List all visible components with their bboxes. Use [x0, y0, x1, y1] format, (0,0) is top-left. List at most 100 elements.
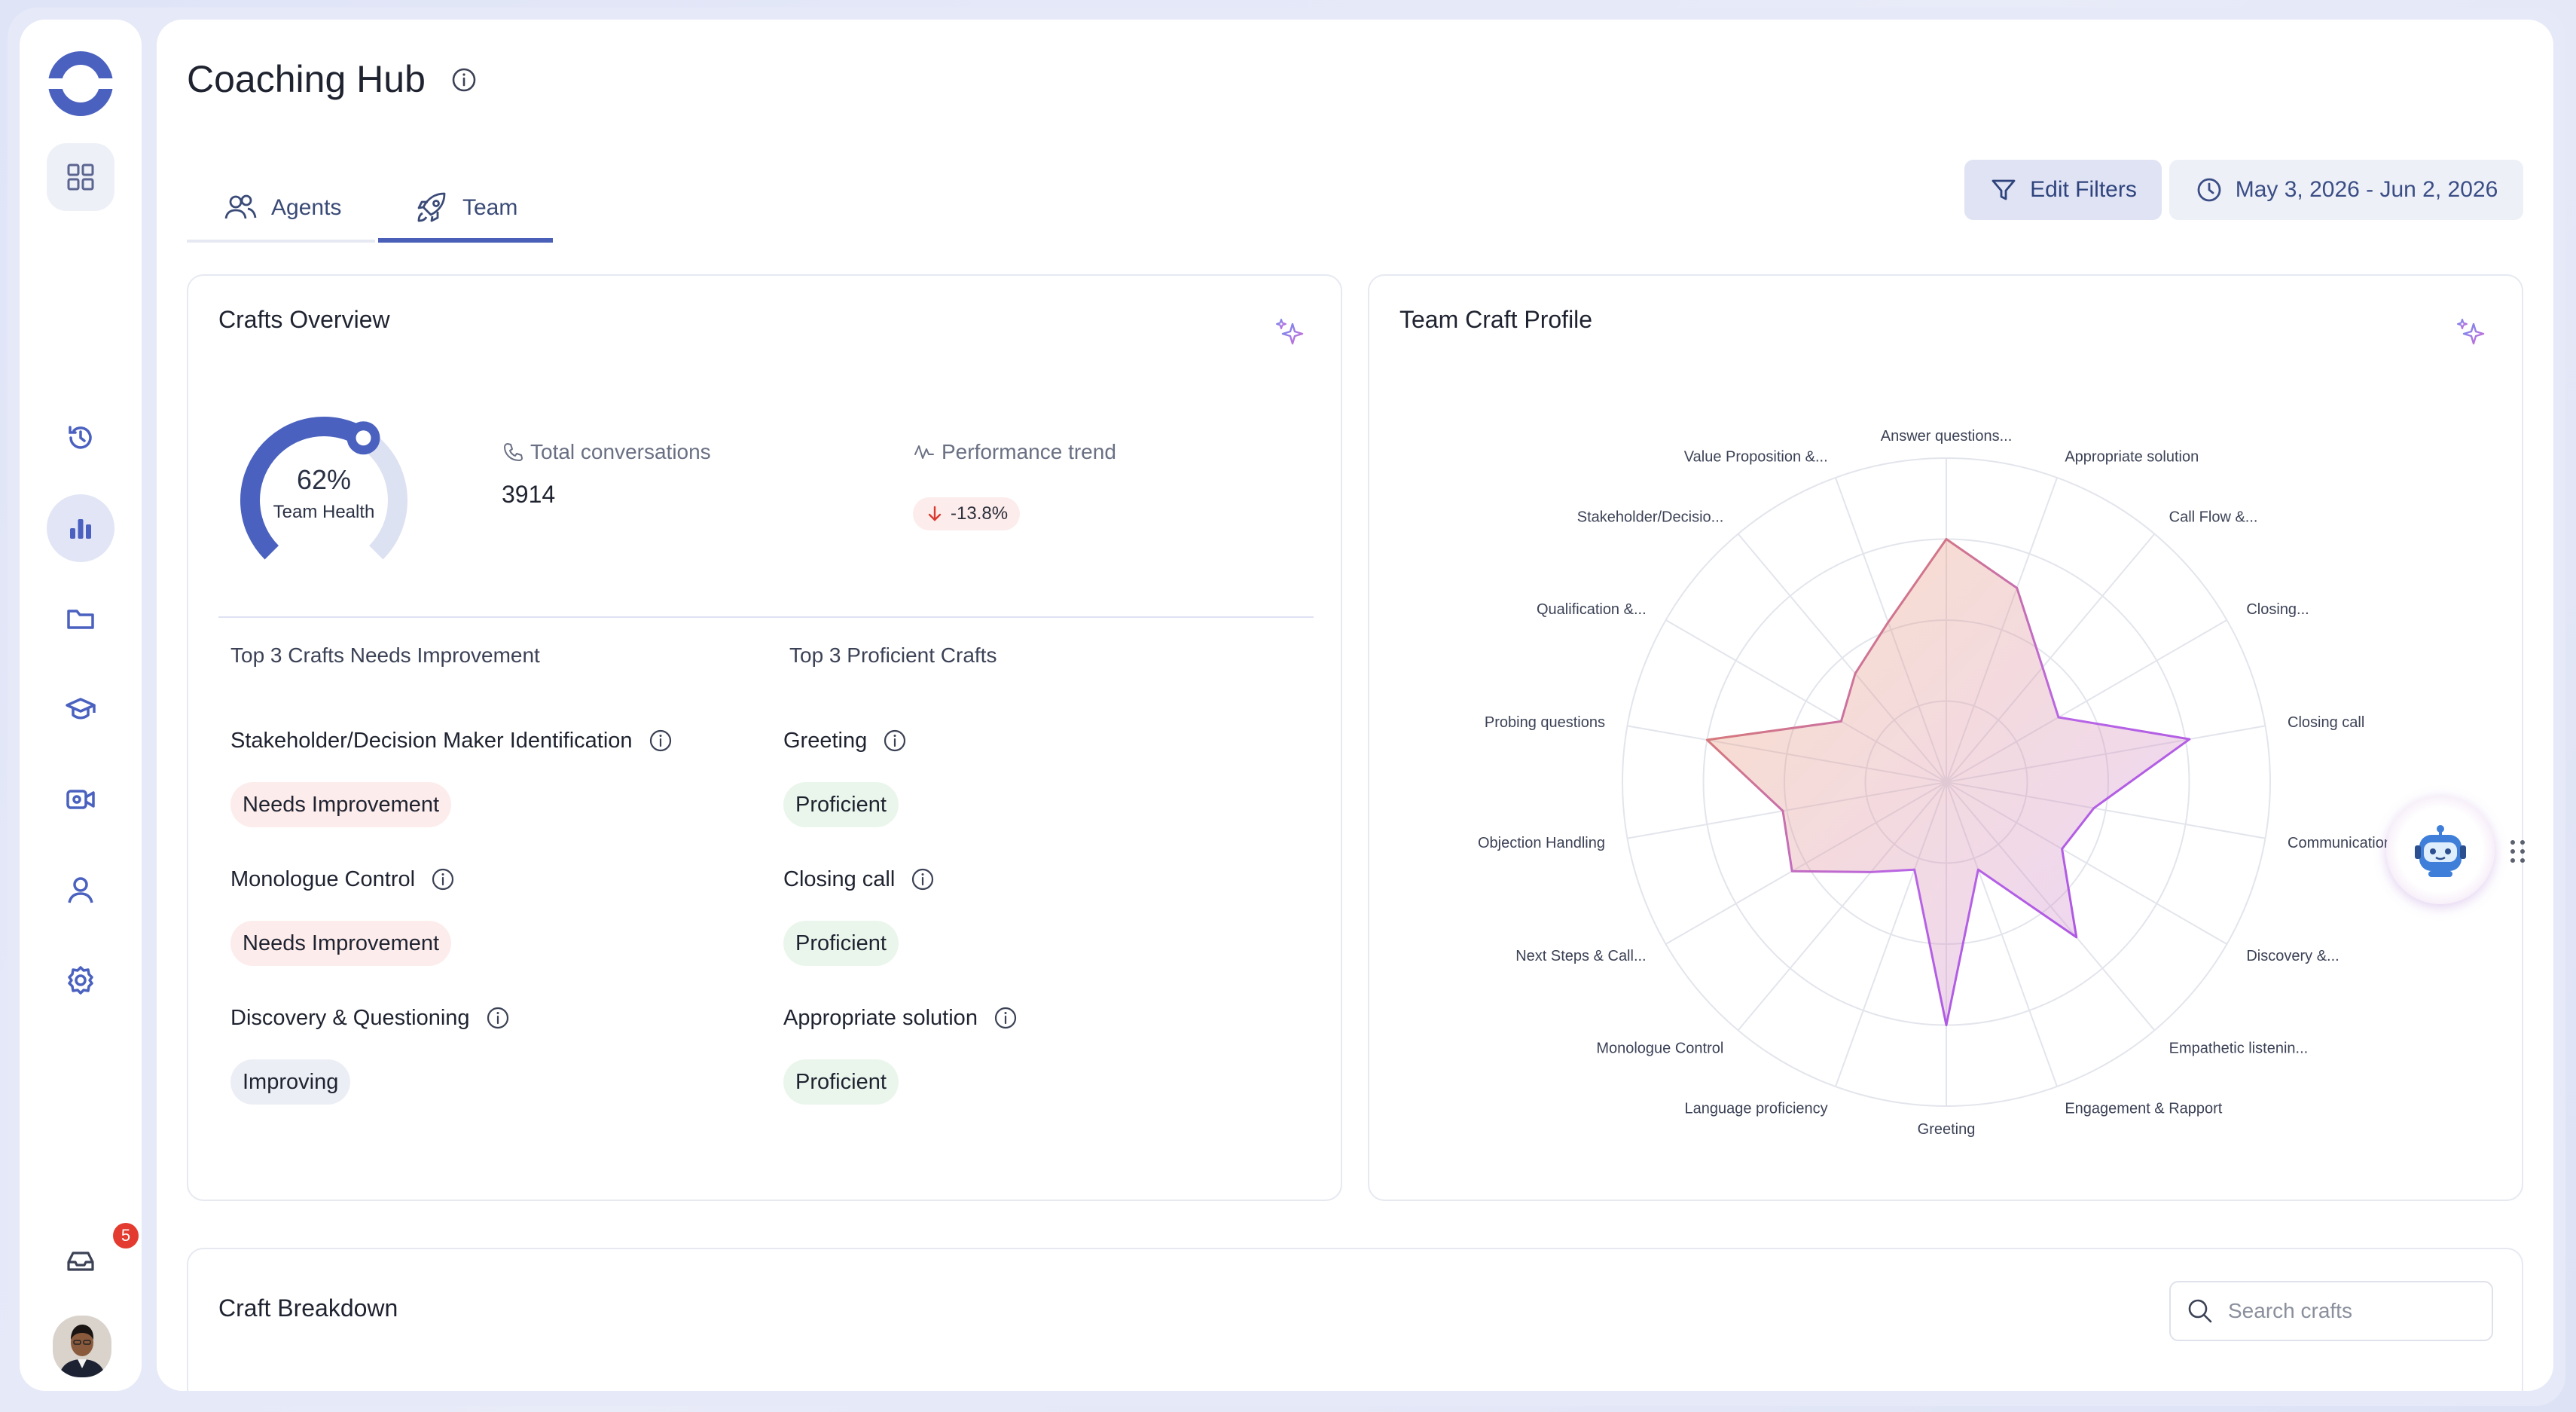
gauge-fill	[240, 417, 369, 560]
status-badge: Needs Improvement	[230, 782, 452, 827]
radar-chart: Answer questions... Appropriate solution C…	[1478, 428, 2405, 1138]
radar-axis-label: Next Steps & Call...	[1515, 948, 1646, 964]
craft-item-name: Closing call	[783, 866, 935, 892]
info-icon[interactable]	[485, 1005, 511, 1031]
total-conversations-value: 3914	[502, 481, 556, 508]
performance-trend-badge: -13.8%	[913, 497, 1021, 530]
team-craft-profile-card: Team Craft Profile Answer questions... Ap…	[1368, 274, 2523, 1201]
filter-icon	[1992, 179, 2016, 200]
inbox-button[interactable]	[47, 1227, 114, 1294]
sparkle-icon[interactable]	[2454, 316, 2489, 351]
apps-grid-icon	[67, 164, 94, 191]
radar-series	[1705, 538, 2191, 1026]
user-avatar-image	[53, 1316, 111, 1377]
learning-button[interactable]	[47, 675, 114, 743]
radar-axis-label: Probing questions	[1485, 714, 1605, 731]
craft-item-name: Discovery & Questioning	[230, 1005, 511, 1031]
status-badge: Proficient	[783, 921, 899, 966]
search-input[interactable]: Search crafts	[2169, 1281, 2493, 1341]
tab-bar: Agents Team	[187, 170, 2522, 246]
craft-item-name: Stakeholder/Decision Maker Identificatio…	[230, 728, 673, 753]
brand-logo[interactable]	[47, 50, 114, 118]
radar-axis-label: Qualification &...	[1537, 601, 1647, 618]
radar-axis-label: Objection Handling	[1478, 835, 1605, 851]
drag-handle-icon[interactable]	[2508, 836, 2528, 866]
craft-item-name: Appropriate solution	[783, 1005, 1018, 1031]
settings-button[interactable]	[47, 946, 114, 1014]
radar-axis-label: Greeting	[1918, 1121, 1976, 1138]
performance-trend-text: Performance trend	[942, 440, 1116, 463]
craft-item-name: Greeting	[783, 728, 908, 753]
folder-button[interactable]	[47, 585, 114, 653]
assistant-bot-button[interactable]	[2386, 796, 2495, 904]
date-range-label: May 3, 2026 - Jun 2, 2026	[2235, 177, 2498, 202]
search-icon	[2188, 1299, 2212, 1323]
sidebar: 5	[20, 20, 142, 1391]
info-icon[interactable]	[648, 728, 673, 753]
craft-name-text: Closing call	[783, 866, 896, 891]
edit-filters-button[interactable]: Edit Filters	[1964, 160, 2162, 220]
info-icon[interactable]	[910, 866, 935, 892]
tab-team[interactable]: Team	[414, 170, 517, 246]
date-range-button[interactable]: May 3, 2026 - Jun 2, 2026	[2169, 160, 2523, 220]
graduation-cap-icon	[66, 698, 96, 720]
radar-axis-label: Closing call	[2288, 714, 2364, 731]
profile-button[interactable]	[47, 856, 114, 924]
radar-axis-label: Answer questions...	[1881, 428, 2013, 445]
radar-axis-label: Empathetic listenin...	[2169, 1040, 2309, 1056]
gauge-knob-center	[356, 430, 371, 446]
edit-filters-label: Edit Filters	[2030, 177, 2137, 202]
status-badge: Needs Improvement	[230, 921, 452, 966]
performance-trend-value: -13.8%	[951, 503, 1009, 524]
apps-grid-button[interactable]	[47, 143, 114, 211]
sparkle-icon[interactable]	[1273, 316, 1308, 351]
team-health-gauge	[240, 417, 407, 560]
users-icon	[224, 194, 257, 219]
info-icon[interactable]	[882, 728, 908, 753]
card-title: Crafts Overview	[218, 306, 390, 333]
rocket-icon	[417, 192, 446, 222]
video-button[interactable]	[47, 766, 114, 833]
radar-axis-label: Call Flow &...	[2169, 509, 2258, 526]
radar-axis-label: Communication...	[2288, 835, 2405, 851]
status-badge: Proficient	[783, 782, 899, 827]
tab-underline	[187, 240, 375, 243]
total-conversations-label: Total conversations	[502, 440, 711, 464]
video-icon	[66, 790, 95, 809]
needs-improvement-heading: Top 3 Crafts Needs Improvement	[230, 643, 540, 667]
crafts-overview-card: Crafts Overview 62% Team Health Total co…	[187, 274, 1342, 1201]
radar-axis-label: Language proficiency	[1685, 1100, 1828, 1117]
user-icon	[68, 877, 93, 903]
craft-name-text: Discovery & Questioning	[230, 1005, 470, 1030]
analytics-icon	[70, 519, 91, 539]
history-icon	[69, 426, 92, 449]
search-placeholder: Search crafts	[2228, 1299, 2352, 1322]
performance-trend-label: Performance trend	[913, 440, 1116, 464]
page-title: Coaching Hub	[187, 58, 426, 100]
active-tab-indicator	[378, 238, 553, 243]
arrow-down-icon	[928, 506, 942, 521]
inbox-icon	[67, 1252, 94, 1271]
radar-axis-label: Stakeholder/Decisio...	[1577, 509, 1724, 526]
team-health-value: 62%	[296, 464, 352, 495]
info-icon[interactable]	[993, 1005, 1018, 1031]
team-health-label: Team Health	[273, 502, 375, 522]
clock-icon	[2197, 178, 2221, 202]
info-icon[interactable]	[430, 866, 456, 892]
radar-axis-label: Closing...	[2246, 601, 2309, 618]
analytics-button[interactable]	[47, 494, 114, 562]
tab-agents[interactable]: Agents	[223, 170, 341, 246]
craft-name-text: Stakeholder/Decision Maker Identificatio…	[230, 728, 633, 753]
main-panel: Coaching Hub Agents Team Edit Filters Ma…	[157, 20, 2553, 1391]
robot-icon	[2415, 825, 2466, 877]
info-icon[interactable]	[449, 65, 479, 95]
tab-team-label: Team	[462, 195, 518, 220]
status-badge: Improving	[230, 1059, 351, 1105]
history-button[interactable]	[47, 404, 114, 472]
craft-name-text: Greeting	[783, 728, 868, 753]
radar-axis-label: Monologue Control	[1596, 1040, 1723, 1056]
avatar[interactable]	[53, 1316, 111, 1377]
folder-icon	[67, 610, 94, 629]
card-title: Craft Breakdown	[218, 1294, 398, 1322]
settings-icon	[68, 966, 93, 995]
